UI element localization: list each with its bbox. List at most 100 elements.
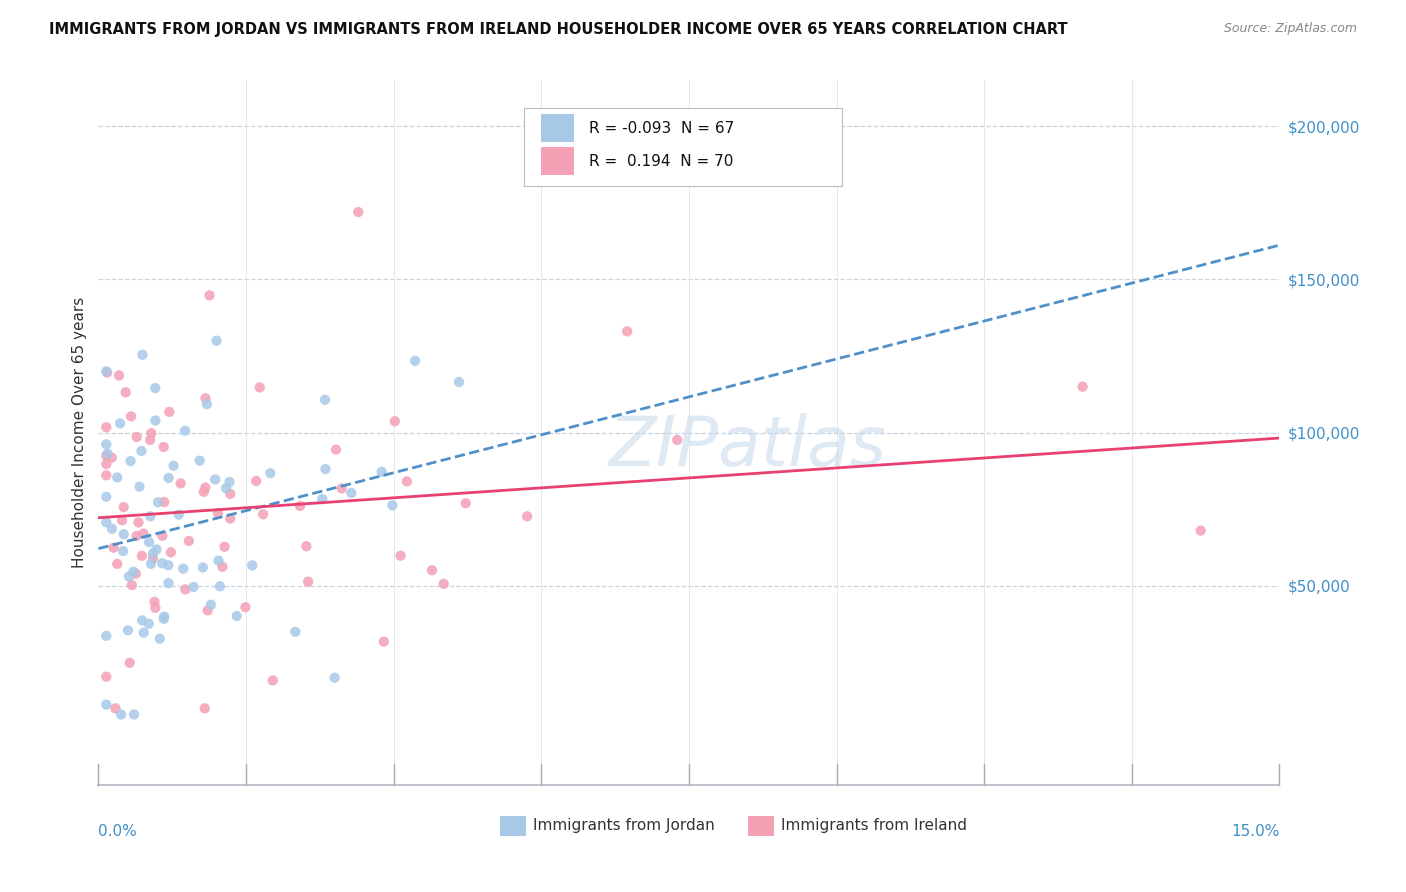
Point (207, 553, 229, 567)
Point (225, 609, 247, 624)
Point (131, 613, 153, 627)
Point (105, 470, 128, 484)
Point (193, 484, 215, 499)
Point (157, 471, 180, 485)
Point (97, 447, 120, 461)
Point (131, 444, 153, 458)
Point (114, 385, 136, 400)
Point (138, 616, 160, 631)
Point (157, 576, 180, 591)
Point (127, 516, 149, 530)
Point (150, 556, 173, 570)
Point (245, 474, 267, 488)
Point (330, 482, 353, 496)
Point (249, 380, 271, 394)
Point (208, 579, 231, 593)
Point (194, 481, 217, 495)
Point (125, 566, 148, 581)
Point (404, 354, 426, 368)
Point (174, 582, 197, 597)
Point (252, 508, 274, 522)
Point (121, 578, 143, 592)
Point (323, 671, 346, 685)
Point (96, 449, 118, 463)
Text: Source: ZipAtlas.com: Source: ZipAtlas.com (1223, 22, 1357, 36)
Point (240, 558, 263, 573)
Point (96, 366, 118, 380)
Point (96, 516, 118, 530)
Point (205, 334, 228, 348)
Point (194, 391, 217, 405)
Point (195, 397, 218, 411)
Point (420, 563, 443, 577)
Point (105, 557, 128, 571)
FancyBboxPatch shape (541, 147, 575, 176)
Point (125, 430, 148, 444)
Point (370, 465, 392, 479)
Point (110, 707, 132, 722)
Point (142, 546, 165, 560)
Point (340, 486, 363, 500)
Point (172, 561, 194, 575)
Point (96, 698, 118, 712)
Point (112, 527, 135, 541)
Point (143, 600, 166, 615)
Point (146, 495, 169, 509)
Point (96, 364, 118, 378)
Point (218, 475, 240, 489)
Point (666, 433, 689, 447)
Point (219, 487, 242, 501)
Point (143, 595, 166, 609)
Point (111, 513, 134, 527)
Point (384, 414, 406, 428)
Point (160, 545, 183, 559)
Point (211, 559, 233, 574)
Point (389, 549, 412, 563)
Point (120, 454, 142, 468)
Point (132, 526, 155, 541)
Point (177, 533, 200, 548)
Point (262, 673, 284, 688)
Point (373, 634, 395, 648)
Point (191, 560, 214, 574)
Point (100, 450, 122, 465)
Point (170, 476, 193, 491)
Point (96, 468, 118, 483)
Point (284, 624, 307, 639)
Point (447, 375, 470, 389)
Point (295, 539, 318, 553)
Point (215, 481, 238, 495)
Point (96, 670, 118, 684)
Point (145, 413, 167, 427)
Point (219, 511, 242, 525)
Point (200, 598, 222, 612)
Text: IMMIGRANTS FROM JORDAN VS IMMIGRANTS FROM IRELAND HOUSEHOLDER INCOME OVER 65 YEA: IMMIGRANTS FROM JORDAN VS IMMIGRANTS FRO… (49, 22, 1067, 37)
Point (112, 544, 135, 558)
Point (118, 656, 141, 670)
Point (103, 541, 125, 555)
Point (1071, 379, 1094, 393)
Point (311, 492, 333, 507)
Point (132, 625, 155, 640)
Point (214, 540, 236, 554)
Point (259, 467, 281, 481)
Point (157, 558, 180, 573)
Text: R = -0.093  N = 67: R = -0.093 N = 67 (589, 120, 734, 136)
Point (153, 612, 176, 626)
Point (325, 442, 347, 457)
Point (96, 420, 118, 434)
Point (188, 453, 211, 467)
Point (315, 462, 337, 476)
Point (96, 490, 118, 504)
Point (183, 580, 205, 594)
Text: R =  0.194  N = 70: R = 0.194 N = 70 (589, 153, 733, 169)
Text: ZIPatlas: ZIPatlas (609, 413, 887, 480)
Point (112, 500, 135, 514)
Point (96, 457, 118, 471)
Point (131, 348, 153, 362)
Point (152, 440, 174, 454)
Point (104, 701, 127, 715)
Point (117, 624, 139, 638)
Text: Immigrants from Ireland: Immigrants from Ireland (782, 818, 967, 832)
Point (96, 629, 118, 643)
